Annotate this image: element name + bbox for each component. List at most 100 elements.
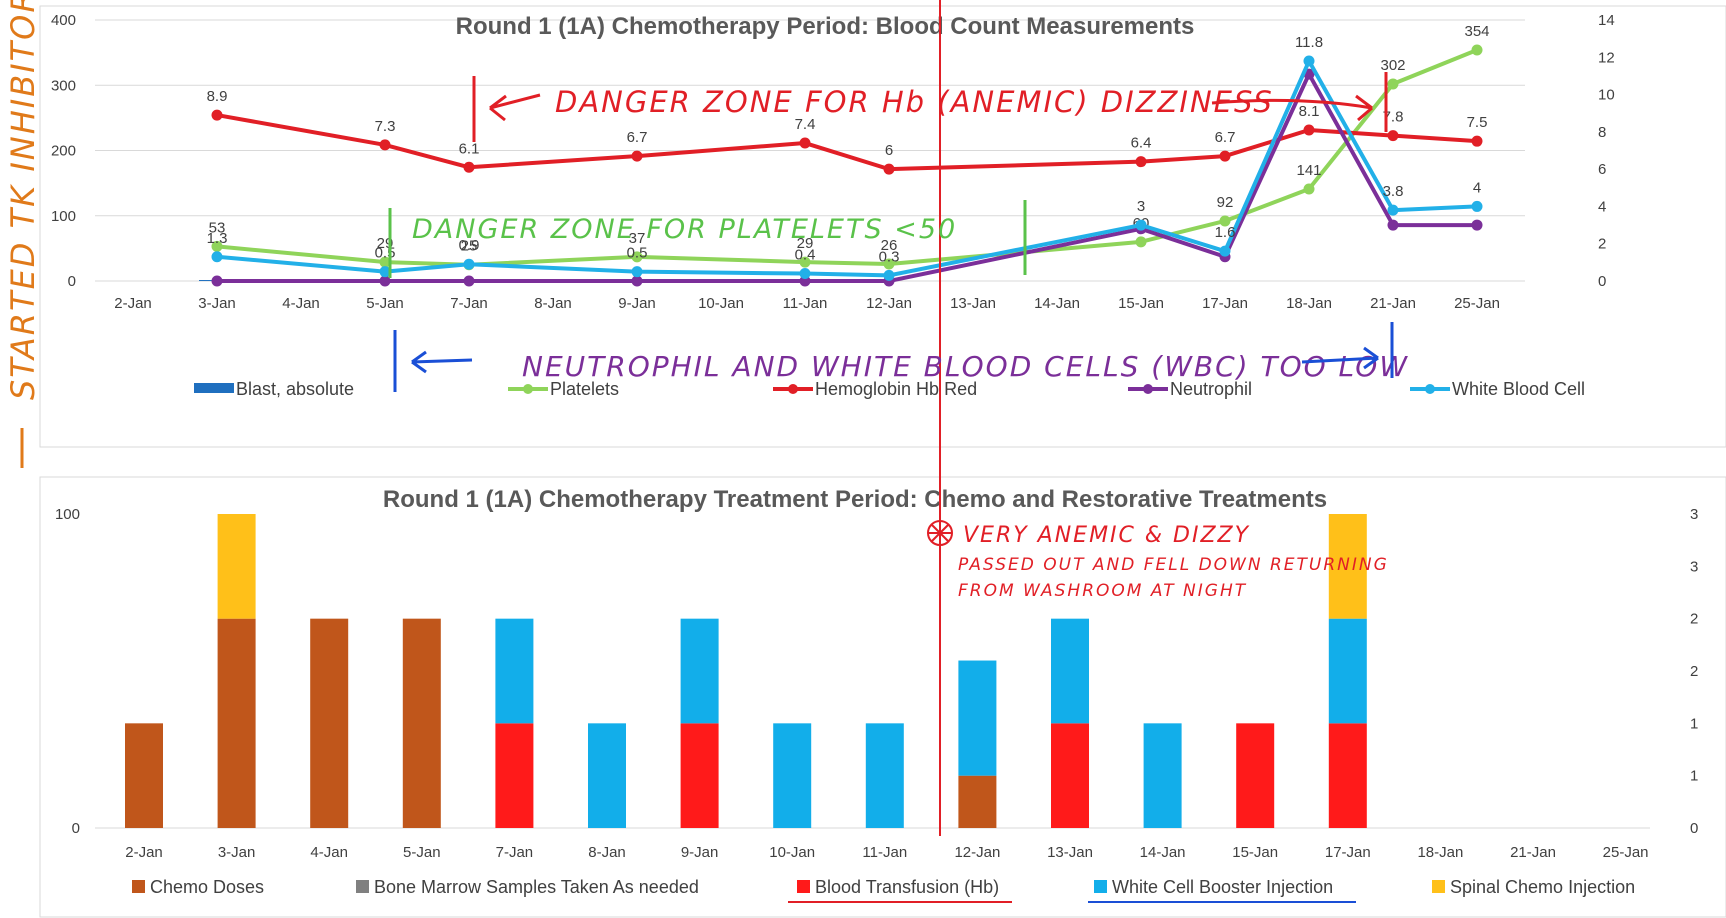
legend-swatch <box>797 880 810 893</box>
top-left-tick-label: 0 <box>68 273 76 290</box>
series-point-4 <box>211 251 223 263</box>
stack-bar-4 <box>217 514 256 619</box>
data-label-1: 53 <box>209 219 226 236</box>
series-point-4 <box>631 266 643 278</box>
stack-bar-4 <box>1328 514 1367 619</box>
stack-bar-3 <box>865 723 904 828</box>
stack-bar-3 <box>1051 618 1089 724</box>
series-point-2 <box>463 161 475 173</box>
series-point-1 <box>883 258 895 270</box>
bottom-x-tick-label: 3-Jan <box>218 844 256 861</box>
top-x-tick-label: 10-Jan <box>698 295 744 312</box>
bottom-x-tick-label: 7-Jan <box>496 844 534 861</box>
top-x-tick-label: 3-Jan <box>198 295 236 312</box>
top-x-tick-label: 2-Jan <box>114 295 152 312</box>
data-label-4: 3.8 <box>1383 183 1404 200</box>
top-x-tick-label: 15-Jan <box>1118 295 1164 312</box>
bottom-right-tick-label: 2 <box>1690 611 1698 628</box>
top-right-tick-label: 8 <box>1598 124 1606 141</box>
bottom-x-tick-label: 13-Jan <box>1047 844 1093 861</box>
data-label-1: 302 <box>1380 57 1405 74</box>
bottom-x-tick-label: 5-Jan <box>403 844 441 861</box>
data-label-2: 6.4 <box>1131 135 1152 152</box>
bottom-x-tick-label: 12-Jan <box>954 844 1000 861</box>
top-left-tick-label: 200 <box>51 143 76 160</box>
top-chart-title: Round 1 (1A) Chemotherapy Period: Blood … <box>456 13 1195 40</box>
series-point-2 <box>1135 156 1147 168</box>
legend-swatch-dot <box>523 384 533 394</box>
legend-label: Blast, absolute <box>236 379 354 399</box>
series-point-1 <box>1471 44 1483 56</box>
bottom-right-tick-label: 3 <box>1690 506 1698 523</box>
top-right-tick-label: 4 <box>1598 198 1606 215</box>
top-x-tick-label: 14-Jan <box>1034 295 1080 312</box>
series-point-2 <box>883 163 895 175</box>
legend-label: Bone Marrow Samples Taken As needed <box>374 877 699 897</box>
bottom-x-tick-label: 21-Jan <box>1510 844 1556 861</box>
top-x-tick-label: 21-Jan <box>1370 295 1416 312</box>
series-point-2 <box>379 139 391 151</box>
series-point-3 <box>1471 219 1483 231</box>
top-x-tick-label: 13-Jan <box>950 295 996 312</box>
legend-label: Spinal Chemo Injection <box>1450 877 1635 897</box>
series-point-3 <box>631 275 643 287</box>
series-point-4 <box>883 269 895 281</box>
stack-bar-3 <box>588 723 626 828</box>
series-point-1 <box>211 240 223 252</box>
top-right-tick-label: 2 <box>1598 236 1606 253</box>
blood-count-chart: 0 100 200 300 400 0 2 4 6 8 10 12 14 2-Jan 3-Jan 4-Jan 5… <box>51 12 1615 399</box>
stack-bar-2 <box>495 723 534 828</box>
data-label-1: 29 <box>797 235 814 252</box>
series-point-2 <box>631 150 643 162</box>
series-point-3 <box>379 275 391 287</box>
bottom-right-tick-label: 3 <box>1690 558 1698 575</box>
bottom-x-tick-label: 15-Jan <box>1232 844 1278 861</box>
top-x-tick-label: 18-Jan <box>1286 295 1332 312</box>
bottom-right-tick-label: 1 <box>1690 715 1698 732</box>
asterisk-icon <box>927 520 953 546</box>
bottom-left-tick-label: 100 <box>55 506 80 523</box>
stack-bar-3 <box>773 723 812 828</box>
data-label-2: 6.7 <box>627 129 648 146</box>
stack-bar-3 <box>958 660 997 776</box>
legend-swatch <box>1094 880 1107 893</box>
data-label-2: 7.4 <box>795 116 816 133</box>
bottom-x-tick-label: 4-Jan <box>310 844 348 861</box>
stack-bar-3 <box>495 618 534 724</box>
stack-bar-0 <box>310 618 349 828</box>
data-label-4: 4 <box>1473 179 1481 196</box>
series-point-2 <box>211 109 223 121</box>
stack-bar-2 <box>680 723 719 828</box>
bottom-chart-title: Round 1 (1A) Chemotherapy Treatment Peri… <box>383 486 1327 513</box>
bottom-x-tick-label: 10-Jan <box>769 844 815 861</box>
data-label-4: 0.3 <box>879 248 900 265</box>
bottom-x-tick-label: 8-Jan <box>588 844 626 861</box>
top-x-tick-label: 12-Jan <box>866 295 912 312</box>
data-label-2: 7.5 <box>1467 114 1488 131</box>
data-label-2: 6.7 <box>1215 129 1236 146</box>
series-point-1 <box>1303 183 1315 195</box>
tk-inhibitors-annotation: STARTED TK INHIBITORS <box>4 0 42 400</box>
bottom-x-tick-label: 14-Jan <box>1140 844 1186 861</box>
stack-bar-0 <box>402 618 441 828</box>
top-right-tick-label: 12 <box>1598 49 1615 66</box>
bottom-right-tick-label: 0 <box>1690 820 1698 837</box>
anemic-note-line3: FROM WASHROOM AT NIGHT <box>958 581 1247 601</box>
stack-bar-0 <box>217 618 256 828</box>
data-label-1: 37 <box>629 230 646 247</box>
stack-bar-2 <box>1328 723 1367 828</box>
data-label-4: 3 <box>1137 198 1145 215</box>
top-x-tick-label: 7-Jan <box>450 295 488 312</box>
stack-bar-2 <box>1236 723 1275 828</box>
legend-swatch-dot <box>788 384 798 394</box>
top-left-tick-label: 400 <box>51 12 76 29</box>
top-right-tick-label: 0 <box>1598 273 1606 290</box>
top-left-tick-label: 100 <box>51 208 76 225</box>
series-point-1 <box>379 256 391 268</box>
wbc-zone-text: NEUTROPHIL AND WHITE BLOOD CELLS (WBC) T… <box>522 350 1409 383</box>
wbc-zone-annotation: NEUTROPHIL AND WHITE BLOOD CELLS (WBC) T… <box>522 350 1409 383</box>
data-label-2: 6.1 <box>459 140 480 157</box>
bottom-x-tick-label: 18-Jan <box>1417 844 1463 861</box>
data-label-4: 0.5 <box>627 245 648 262</box>
